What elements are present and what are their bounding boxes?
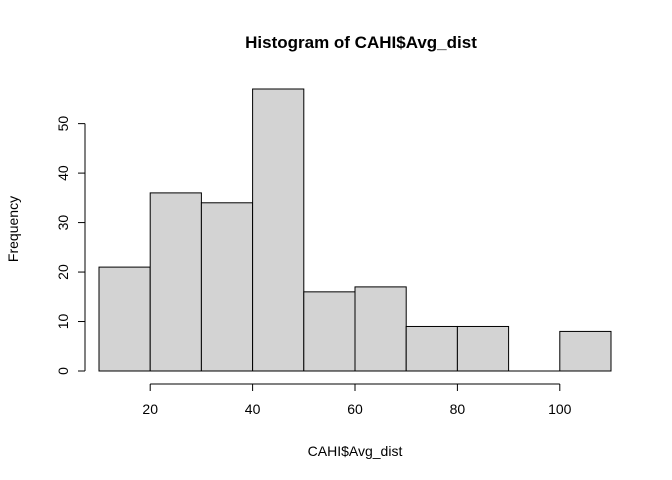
- histogram-bar-9: [559, 330, 612, 372]
- x-tick-label-60: 60: [347, 401, 363, 417]
- y-tick-label-20: 20: [55, 264, 71, 280]
- y-axis-label: Frequency: [5, 196, 21, 262]
- chart-title: Histogram of CAHI$Avg_dist: [245, 33, 477, 52]
- y-tick-label-0: 0: [55, 367, 71, 375]
- histogram-bar-1: [149, 192, 202, 372]
- y-tick-label-40: 40: [55, 165, 71, 181]
- histogram-bar-0: [98, 266, 151, 372]
- y-tick-label-10: 10: [55, 314, 71, 330]
- bars-group: [98, 88, 612, 372]
- histogram-bar-2: [200, 202, 254, 372]
- histogram-bar-3: [252, 88, 305, 372]
- x-axis: 20 40 60 80 100: [142, 383, 572, 417]
- y-tick-label-30: 30: [55, 215, 71, 231]
- x-tick-label-100: 100: [548, 401, 572, 417]
- histogram-bar-6: [405, 325, 458, 372]
- x-axis-label: CAHI$Avg_dist: [308, 443, 403, 459]
- histogram-bar-7: [456, 325, 510, 372]
- x-tick-label-80: 80: [450, 401, 466, 417]
- x-tick-label-40: 40: [245, 401, 261, 417]
- histogram-bar-5: [354, 286, 407, 372]
- histogram-bar-4: [303, 291, 356, 372]
- y-axis: 0 10 20 30 40 50: [55, 116, 86, 375]
- x-tick-label-20: 20: [142, 401, 158, 417]
- y-tick-label-50: 50: [55, 116, 71, 132]
